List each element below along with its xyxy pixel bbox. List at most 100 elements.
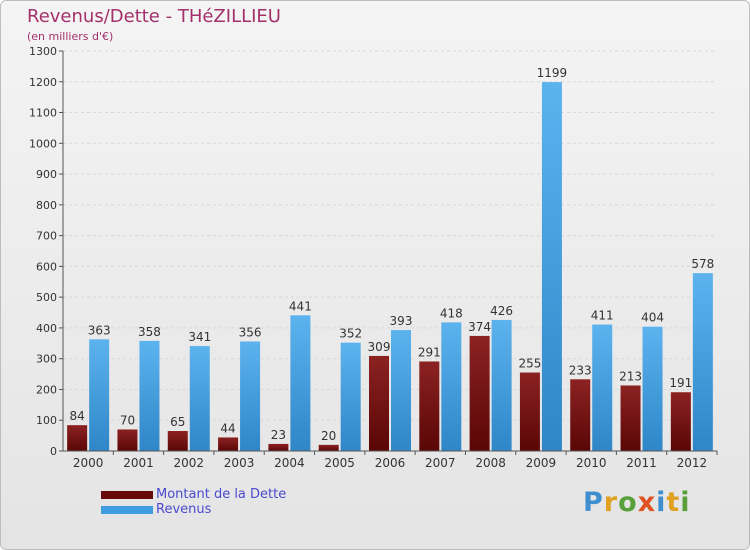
bar-revenus: [189, 346, 210, 451]
data-label-dette: 84: [70, 409, 85, 423]
y-tick-label: 1100: [29, 107, 57, 120]
y-tick-label: 100: [36, 414, 57, 427]
y-axis-ticks: 0 100 200 300 400 500 600 700 800 900 1000 1100 1200…: [29, 45, 63, 458]
legend-swatch-dette: [101, 491, 153, 499]
x-tick-label: 2009: [526, 456, 557, 470]
bar-dette: [318, 444, 339, 451]
bar-revenus: [340, 342, 361, 451]
x-tick-label: 2007: [425, 456, 456, 470]
logo-letter: P: [583, 487, 604, 518]
bar-dette: [218, 437, 239, 451]
legend-label-dette: Montant de la Dette: [156, 487, 287, 502]
data-label-revenus: 404: [641, 311, 664, 325]
proxiti-logo: Proxiti: [583, 487, 691, 518]
data-label-dette: 291: [418, 345, 441, 359]
data-label-revenus: 418: [440, 306, 463, 320]
bar-revenus: [692, 273, 713, 451]
y-tick-label: 200: [36, 383, 57, 396]
data-label-dette: 23: [271, 428, 286, 442]
data-label-revenus: 578: [691, 257, 714, 271]
y-tick-label: 800: [36, 199, 57, 212]
bar-dette: [117, 429, 138, 451]
bar-dette: [67, 425, 88, 451]
bar-dette: [268, 443, 289, 451]
data-label-dette: 65: [170, 415, 185, 429]
data-label-revenus: 358: [138, 325, 161, 339]
x-axis-ticks: 2000 2001 2002 2003 2004 2005 2006 2007 2008 2009…: [73, 451, 718, 470]
data-label-dette: 309: [368, 340, 391, 354]
grid-lines: [63, 50, 717, 452]
y-tick-label: 500: [36, 291, 57, 304]
bar-dette: [167, 431, 188, 451]
chart-title: Revenus/Dette - THéZILLIEU: [27, 6, 281, 27]
y-tick-label: 900: [36, 168, 57, 181]
data-label-revenus: 426: [490, 304, 513, 318]
x-tick-label: 2000: [73, 456, 104, 470]
logo-letter: i: [680, 487, 691, 518]
data-label-revenus: 411: [591, 309, 614, 323]
y-tick-label: 1000: [29, 137, 57, 150]
y-tick-label: 600: [36, 260, 57, 273]
bar-dette: [469, 335, 490, 451]
data-label-dette: 374: [468, 320, 491, 334]
x-tick-label: 2002: [173, 456, 204, 470]
x-tick-label: 2005: [324, 456, 355, 470]
data-label-dette: 233: [569, 363, 592, 377]
data-label-dette: 44: [220, 421, 235, 435]
bar-revenus: [491, 319, 512, 451]
bar-revenus: [290, 315, 311, 451]
legend-swatch-revenus: [101, 506, 153, 514]
bar-revenus: [592, 324, 613, 451]
x-tick-label: 2011: [626, 456, 657, 470]
x-tick-label: 2003: [224, 456, 255, 470]
data-label-revenus: 393: [390, 314, 413, 328]
bars: [67, 82, 713, 452]
chart-subtitle: (en milliers d'€): [27, 30, 114, 43]
bar-revenus: [441, 322, 462, 451]
data-label-dette: 20: [321, 429, 336, 443]
data-label-dette: 70: [120, 413, 135, 427]
data-label-revenus: 352: [339, 327, 362, 341]
y-tick-label: 1200: [29, 76, 57, 89]
legend-label-revenus: Revenus: [156, 502, 212, 517]
bar-dette: [620, 385, 641, 451]
logo-letter: r: [603, 487, 619, 518]
x-tick-label: 2006: [375, 456, 406, 470]
bar-dette: [570, 379, 591, 451]
bar-revenus: [240, 341, 261, 451]
data-labels: 84 363 70 358 65 341 44 356 23 441 20 352 309 393 291 4…: [70, 66, 715, 443]
data-label-revenus: 341: [188, 330, 211, 344]
data-label-revenus: 356: [239, 325, 262, 339]
bar-revenus: [642, 326, 663, 451]
x-tick-label: 2010: [576, 456, 607, 470]
bar-revenus: [139, 340, 160, 451]
data-label-revenus: 441: [289, 299, 312, 313]
logo-letter: i: [656, 487, 667, 518]
x-tick-label: 2012: [677, 456, 708, 470]
logo-letter: x: [637, 487, 657, 518]
bar-dette: [670, 392, 691, 451]
bar-dette: [369, 355, 389, 451]
y-tick-label: 400: [36, 322, 57, 335]
bar-dette: [419, 361, 440, 451]
x-tick-label: 2008: [475, 456, 506, 470]
data-label-dette: 213: [619, 369, 642, 383]
bar-revenus: [541, 82, 562, 452]
bar-revenus: [391, 330, 411, 451]
bar-dette: [519, 372, 540, 451]
data-label-dette: 255: [518, 357, 541, 371]
y-tick-label: 0: [50, 445, 57, 458]
data-label-revenus: 1199: [537, 66, 568, 80]
x-tick-label: 2004: [274, 456, 305, 470]
x-tick-label: 2001: [123, 456, 154, 470]
logo-letter: o: [618, 487, 638, 518]
bar-revenus: [89, 339, 110, 451]
logo-letter: t: [666, 487, 681, 518]
data-label-revenus: 363: [88, 323, 111, 337]
axes: [62, 51, 717, 452]
y-tick-label: 300: [36, 353, 57, 366]
y-tick-label: 1300: [29, 45, 57, 58]
data-label-dette: 191: [669, 376, 692, 390]
y-tick-label: 700: [36, 230, 57, 243]
